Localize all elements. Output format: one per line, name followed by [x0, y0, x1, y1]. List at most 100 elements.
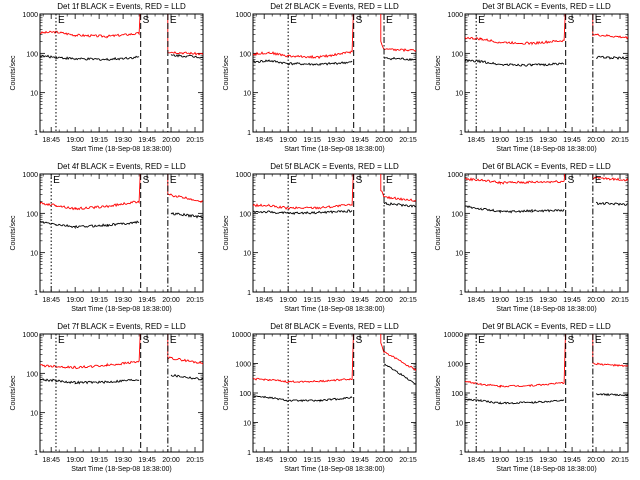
x-tick-label: 19:30: [327, 457, 345, 464]
x-tick-label: 19:15: [303, 457, 321, 464]
series-lld: [465, 174, 628, 186]
x-tick-label: 18:45: [42, 297, 60, 304]
panel-6: Det 6f BLACK = Events, RED = LLD 1 10 100 10…: [435, 162, 629, 313]
panel-8: Det 8f BLACK = Events, RED = LLD 1 10 100 10…: [223, 322, 417, 473]
x-tick-label: 19:15: [90, 297, 108, 304]
series-events: [40, 373, 203, 385]
plot-frame: [464, 173, 629, 293]
x-axis-label: Start Time (18-Sep-08 18:38:00): [71, 306, 171, 313]
x-tick-label: 19:15: [515, 457, 533, 464]
marker-label: S: [356, 175, 363, 186]
marker-label: E: [478, 15, 485, 26]
y-tick-label: 1000: [447, 12, 463, 19]
series-events: [253, 363, 416, 403]
x-axis-label: Start Time (18-Sep-08 18:38:00): [71, 466, 171, 473]
y-tick-label: 1: [459, 450, 463, 457]
panel-2: Det 2f BLACK = Events, RED = LLD 1 10 100 10…: [223, 2, 417, 153]
x-axis-label: Start Time (18-Sep-08 18:38:00): [496, 466, 596, 473]
plot-frame: [464, 333, 629, 453]
y-tick-label: 1: [247, 130, 251, 137]
marker-label: E: [595, 175, 602, 186]
marker-label: E: [595, 15, 602, 26]
x-tick-label: 19:45: [351, 137, 369, 144]
panel-title: Det 5f BLACK = Events, RED = LLD: [270, 162, 399, 171]
x-tick-label: 19:45: [138, 457, 156, 464]
y-tick-label: 1000: [235, 362, 251, 369]
x-tick-label: 20:15: [186, 457, 204, 464]
y-tick-label: 10: [455, 91, 463, 98]
y-tick-label: 1: [247, 290, 251, 297]
y-tick-label: 1000: [447, 362, 463, 369]
y-tick-label: 1: [34, 130, 38, 137]
y-tick-label: 100: [451, 51, 463, 58]
y-tick-label: 100: [239, 211, 251, 218]
marker-label: E: [478, 335, 485, 346]
y-tick-label: 10: [30, 251, 38, 258]
plot-frame: [252, 13, 417, 133]
panel-title: Det 3f BLACK = Events, RED = LLD: [482, 2, 611, 11]
x-tick-label: 20:00: [375, 457, 393, 464]
x-tick-label: 19:15: [90, 137, 108, 144]
y-axis-label: Counts/sec: [435, 55, 442, 91]
x-tick-label: 19:30: [327, 297, 345, 304]
marker-label: E: [386, 175, 393, 186]
x-tick-label: 20:00: [162, 137, 180, 144]
marker-label: E: [58, 335, 65, 346]
y-tick-label: 1000: [22, 332, 38, 339]
y-tick-label: 10: [455, 251, 463, 258]
y-tick-label: 100: [26, 371, 38, 378]
panel-title: Det 9f BLACK = Events, RED = LLD: [482, 322, 611, 331]
x-tick-label: 19:30: [539, 457, 557, 464]
x-axis-label: Start Time (18-Sep-08 18:38:00): [284, 466, 384, 473]
series-events: [465, 201, 628, 214]
x-tick-label: 19:00: [66, 297, 84, 304]
panel-7: Det 7f BLACK = Events, RED = LLD 1 10 100 10…: [10, 322, 204, 473]
plot-frame: [39, 13, 204, 133]
x-tick-label: 19:30: [539, 297, 557, 304]
plot-frame: [39, 333, 204, 453]
y-axis-label: Counts/sec: [435, 215, 442, 251]
panel-title: Det 4f BLACK = Events, RED = LLD: [57, 162, 186, 171]
y-tick-label: 10: [30, 411, 38, 418]
x-tick-label: 19:30: [327, 137, 345, 144]
x-tick-label: 20:00: [587, 137, 605, 144]
marker-label: E: [170, 175, 177, 186]
panel-title: Det 1f BLACK = Events, RED = LLD: [57, 2, 186, 11]
x-tick-label: 20:00: [162, 297, 180, 304]
y-tick-label: 100: [451, 211, 463, 218]
x-tick-label: 20:00: [587, 297, 605, 304]
y-axis-label: Counts/sec: [10, 55, 17, 91]
x-tick-label: 20:00: [162, 457, 180, 464]
series-lld: [465, 14, 628, 46]
x-axis-label: Start Time (18-Sep-08 18:38:00): [284, 146, 384, 153]
y-axis-label: Counts/sec: [223, 55, 230, 91]
panel-title: Det 2f BLACK = Events, RED = LLD: [270, 2, 399, 11]
x-tick-label: 19:30: [114, 137, 132, 144]
marker-label: E: [58, 15, 65, 26]
panel-title: Det 7f BLACK = Events, RED = LLD: [57, 322, 186, 331]
x-tick-label: 18:45: [467, 137, 485, 144]
plot-frame: [39, 173, 204, 293]
x-tick-label: 19:30: [114, 297, 132, 304]
y-axis-label: Counts/sec: [10, 215, 17, 251]
panel-3: Det 3f BLACK = Events, RED = LLD 1 10 100 10…: [435, 2, 629, 153]
x-tick-label: 19:45: [138, 137, 156, 144]
panel-1: Det 1f BLACK = Events, RED = LLD 1 10 100 10…: [10, 2, 204, 153]
y-tick-label: 1: [247, 450, 251, 457]
x-tick-label: 20:15: [399, 297, 417, 304]
panel-4: Det 4f BLACK = Events, RED = LLD 1 10 100 10…: [10, 162, 204, 313]
x-tick-label: 18:45: [255, 137, 273, 144]
y-tick-label: 1000: [447, 172, 463, 179]
marker-label: E: [170, 15, 177, 26]
marker-label: S: [568, 175, 575, 186]
y-tick-label: 1000: [22, 12, 38, 19]
x-tick-label: 19:00: [66, 457, 84, 464]
y-tick-label: 1: [459, 130, 463, 137]
x-tick-label: 20:15: [611, 297, 629, 304]
x-axis-label: Start Time (18-Sep-08 18:38:00): [496, 306, 596, 313]
series-lld: [40, 334, 203, 370]
y-axis-label: Counts/sec: [435, 375, 442, 411]
series-events: [465, 392, 628, 405]
marker-label: S: [143, 15, 150, 26]
